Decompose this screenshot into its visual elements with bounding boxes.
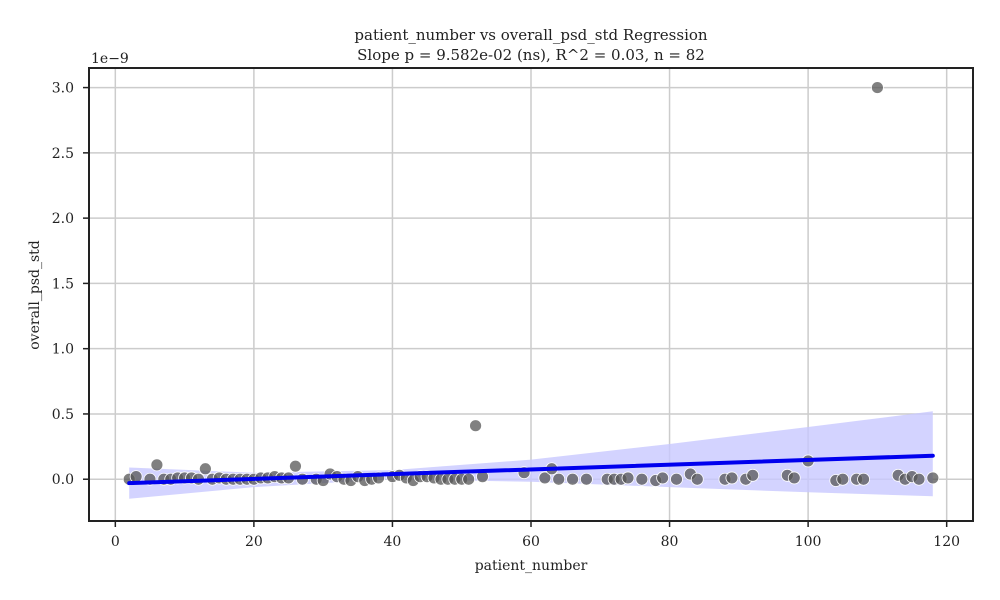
x-tick-label: 100 (795, 534, 822, 550)
x-tick-label: 0 (111, 534, 120, 550)
data-point (912, 472, 926, 486)
x-tick-label: 40 (384, 534, 402, 550)
data-point (621, 471, 635, 485)
y-offset-label: 1e−9 (91, 51, 129, 67)
data-point (857, 472, 870, 486)
data-point (580, 472, 593, 486)
y-tick-label: 0.0 (52, 472, 74, 488)
data-point (635, 472, 649, 486)
y-axis-label: overall_psd_std (27, 240, 43, 350)
grid-lines (89, 68, 973, 521)
chart-subtitle: Slope p = 9.582e-02 (ns), R^2 = 0.03, n … (357, 46, 705, 64)
y-tick-label: 1.5 (52, 276, 74, 292)
data-point (746, 468, 760, 482)
data-point (469, 419, 482, 433)
data-point (670, 472, 683, 486)
y-tick-label: 2.0 (52, 211, 74, 227)
x-tick-label: 20 (245, 534, 263, 550)
data-point (198, 462, 212, 476)
y-tick-label: 0.5 (52, 407, 74, 423)
data-point (926, 471, 940, 485)
data-point (552, 472, 566, 486)
data-point (787, 471, 801, 485)
regression-line (127, 453, 935, 486)
y-tick-label: 2.5 (52, 146, 74, 162)
data-point (150, 458, 164, 472)
data-point (870, 81, 884, 94)
y-axis-ticks: 0.0 0.5 1.0 1.5 2.0 2.5 3.0 (52, 81, 89, 488)
data-point (836, 472, 850, 486)
x-tick-label: 60 (522, 534, 540, 550)
y-tick-label: 3.0 (52, 81, 74, 97)
chart-title: patient_number vs overall_psd_std Regres… (354, 26, 707, 44)
regression-line-layer (127, 453, 935, 486)
data-point (690, 472, 704, 486)
y-tick-label: 1.0 (52, 342, 74, 358)
data-point (656, 471, 670, 485)
data-point (289, 459, 302, 473)
x-axis-label: patient_number (475, 558, 588, 574)
data-point (462, 472, 476, 486)
x-tick-label: 80 (661, 534, 679, 550)
x-axis-ticks: 0 20 40 60 80 100 120 (111, 521, 960, 550)
data-point (566, 472, 579, 486)
x-tick-label: 120 (933, 534, 960, 550)
data-point (725, 471, 739, 485)
data-point (538, 471, 552, 485)
